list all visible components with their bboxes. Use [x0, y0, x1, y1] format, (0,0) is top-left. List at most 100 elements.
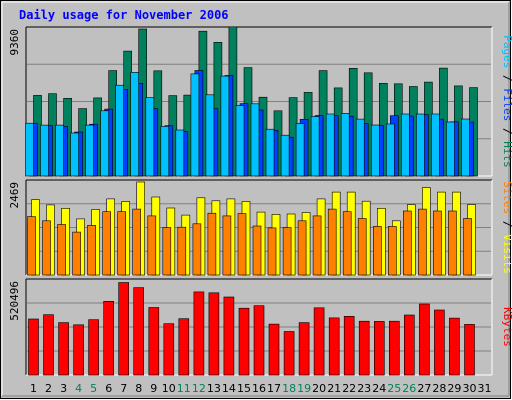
day-label: 29 [447, 382, 461, 395]
kbytes-bar [298, 322, 310, 376]
chart-title: Daily usage for November 2006 [19, 8, 229, 22]
pages-bar [70, 132, 79, 177]
day-label: 6 [105, 382, 112, 395]
sites-bar [207, 212, 217, 276]
panels: 9360 Pages / Files / Hits 2469 Sites / Visi… [8, 26, 512, 376]
day-label: 12 [192, 382, 206, 395]
legend-part: KBytes [501, 307, 512, 347]
day-label: 1 [30, 382, 37, 395]
pages-bar [100, 110, 109, 177]
kbytes-bar [419, 303, 430, 376]
legend-part: Files [501, 88, 512, 121]
legend-part: / [501, 121, 512, 141]
day-label: 3 [60, 382, 67, 395]
sites-bar [297, 220, 307, 276]
pages-bar [355, 118, 365, 177]
kbytes-bar [178, 318, 190, 376]
kbytes-bar [193, 291, 205, 376]
pages-bar [40, 124, 49, 177]
pages-bar [461, 118, 470, 177]
day-label: 17 [267, 382, 281, 395]
pages-bar [280, 134, 290, 177]
kbytes-bar [163, 323, 175, 376]
sites-bar [327, 208, 337, 276]
pages-bar [400, 113, 410, 177]
sites-bar [418, 208, 427, 276]
panel-2: 2469 Sites / Visits [8, 179, 512, 276]
sites-bar [312, 215, 322, 276]
pages-bar [160, 126, 170, 177]
sites-bar [222, 215, 232, 276]
day-label: 23 [357, 382, 371, 395]
sites-bar [162, 227, 172, 276]
series-legend-label: KBytes [501, 307, 512, 347]
kbytes-bar [103, 300, 114, 376]
pages-bar [190, 73, 200, 177]
panel-1: 9360 Pages / Files / Hits [8, 26, 512, 177]
sites-bar [357, 218, 367, 276]
day-label: 18 [282, 382, 296, 395]
day-label: 25 [387, 382, 401, 395]
legend-part: Sites [501, 181, 512, 214]
pages-bar [115, 84, 124, 177]
sites-bar [267, 227, 277, 276]
pages-bar [175, 129, 185, 177]
day-label: 26 [402, 382, 416, 395]
kbytes-bar [73, 324, 84, 376]
day-label: 21 [327, 382, 341, 395]
series-legend-label: Sites / Visits [501, 181, 512, 274]
kbytes-bar [238, 307, 250, 376]
kbytes-bar [434, 309, 445, 376]
kbytes-bar [358, 320, 370, 376]
day-label: 2 [45, 382, 52, 395]
sites-bar [132, 208, 141, 276]
legend-part: / [501, 214, 512, 234]
pages-bar [416, 113, 425, 177]
pages-bar [295, 123, 305, 177]
sites-bar [372, 226, 382, 276]
day-label: 5 [90, 382, 97, 395]
pages-bar [145, 97, 155, 177]
kbytes-bar [88, 319, 99, 376]
pages-bar [55, 124, 64, 177]
kbytes-bar [313, 307, 325, 376]
day-label: 10 [162, 382, 176, 395]
series-legend-label: Pages / Files / Hits [501, 35, 512, 168]
kbytes-bar [58, 322, 69, 376]
day-label: 13 [207, 382, 221, 395]
kbytes-bar [43, 314, 54, 376]
day-label: 7 [120, 382, 127, 395]
day-label: 19 [297, 382, 311, 395]
legend-part: Visits [501, 234, 512, 274]
sites-bar [448, 210, 457, 276]
kbytes-bar [223, 296, 235, 376]
sites-bar [463, 218, 472, 276]
sites-bar [192, 223, 202, 276]
pages-bar [385, 123, 395, 177]
day-label: 24 [372, 382, 386, 395]
sites-bar [342, 211, 352, 276]
pages-bar [370, 124, 380, 177]
sites-bar [433, 210, 442, 276]
kbytes-bar [283, 331, 295, 376]
pages-bar [130, 72, 139, 177]
sites-bar [387, 226, 397, 276]
sites-bar [87, 225, 96, 276]
x-axis-labels: 1 2 3 4 5 6 7 8 9 10 11 12 13 14 15 16 17 18 19 20 21 22 23 24 2… [30, 382, 492, 395]
sites-bar [57, 224, 66, 276]
day-label: 9 [150, 382, 157, 395]
pages-bar [431, 113, 440, 177]
day-label: 28 [432, 382, 446, 395]
day-label: 11 [177, 382, 191, 395]
pages-bar [85, 124, 94, 177]
day-label: 4 [75, 382, 82, 395]
pages-bar [235, 105, 245, 177]
kbytes-bar [388, 320, 400, 376]
day-label: 15 [237, 382, 251, 395]
kbytes-bar [373, 321, 385, 376]
day-label: 8 [135, 382, 142, 395]
sites-bar [177, 226, 187, 276]
day-label: 30 [463, 382, 477, 395]
y-max-tick-label: 9360 [8, 29, 21, 56]
